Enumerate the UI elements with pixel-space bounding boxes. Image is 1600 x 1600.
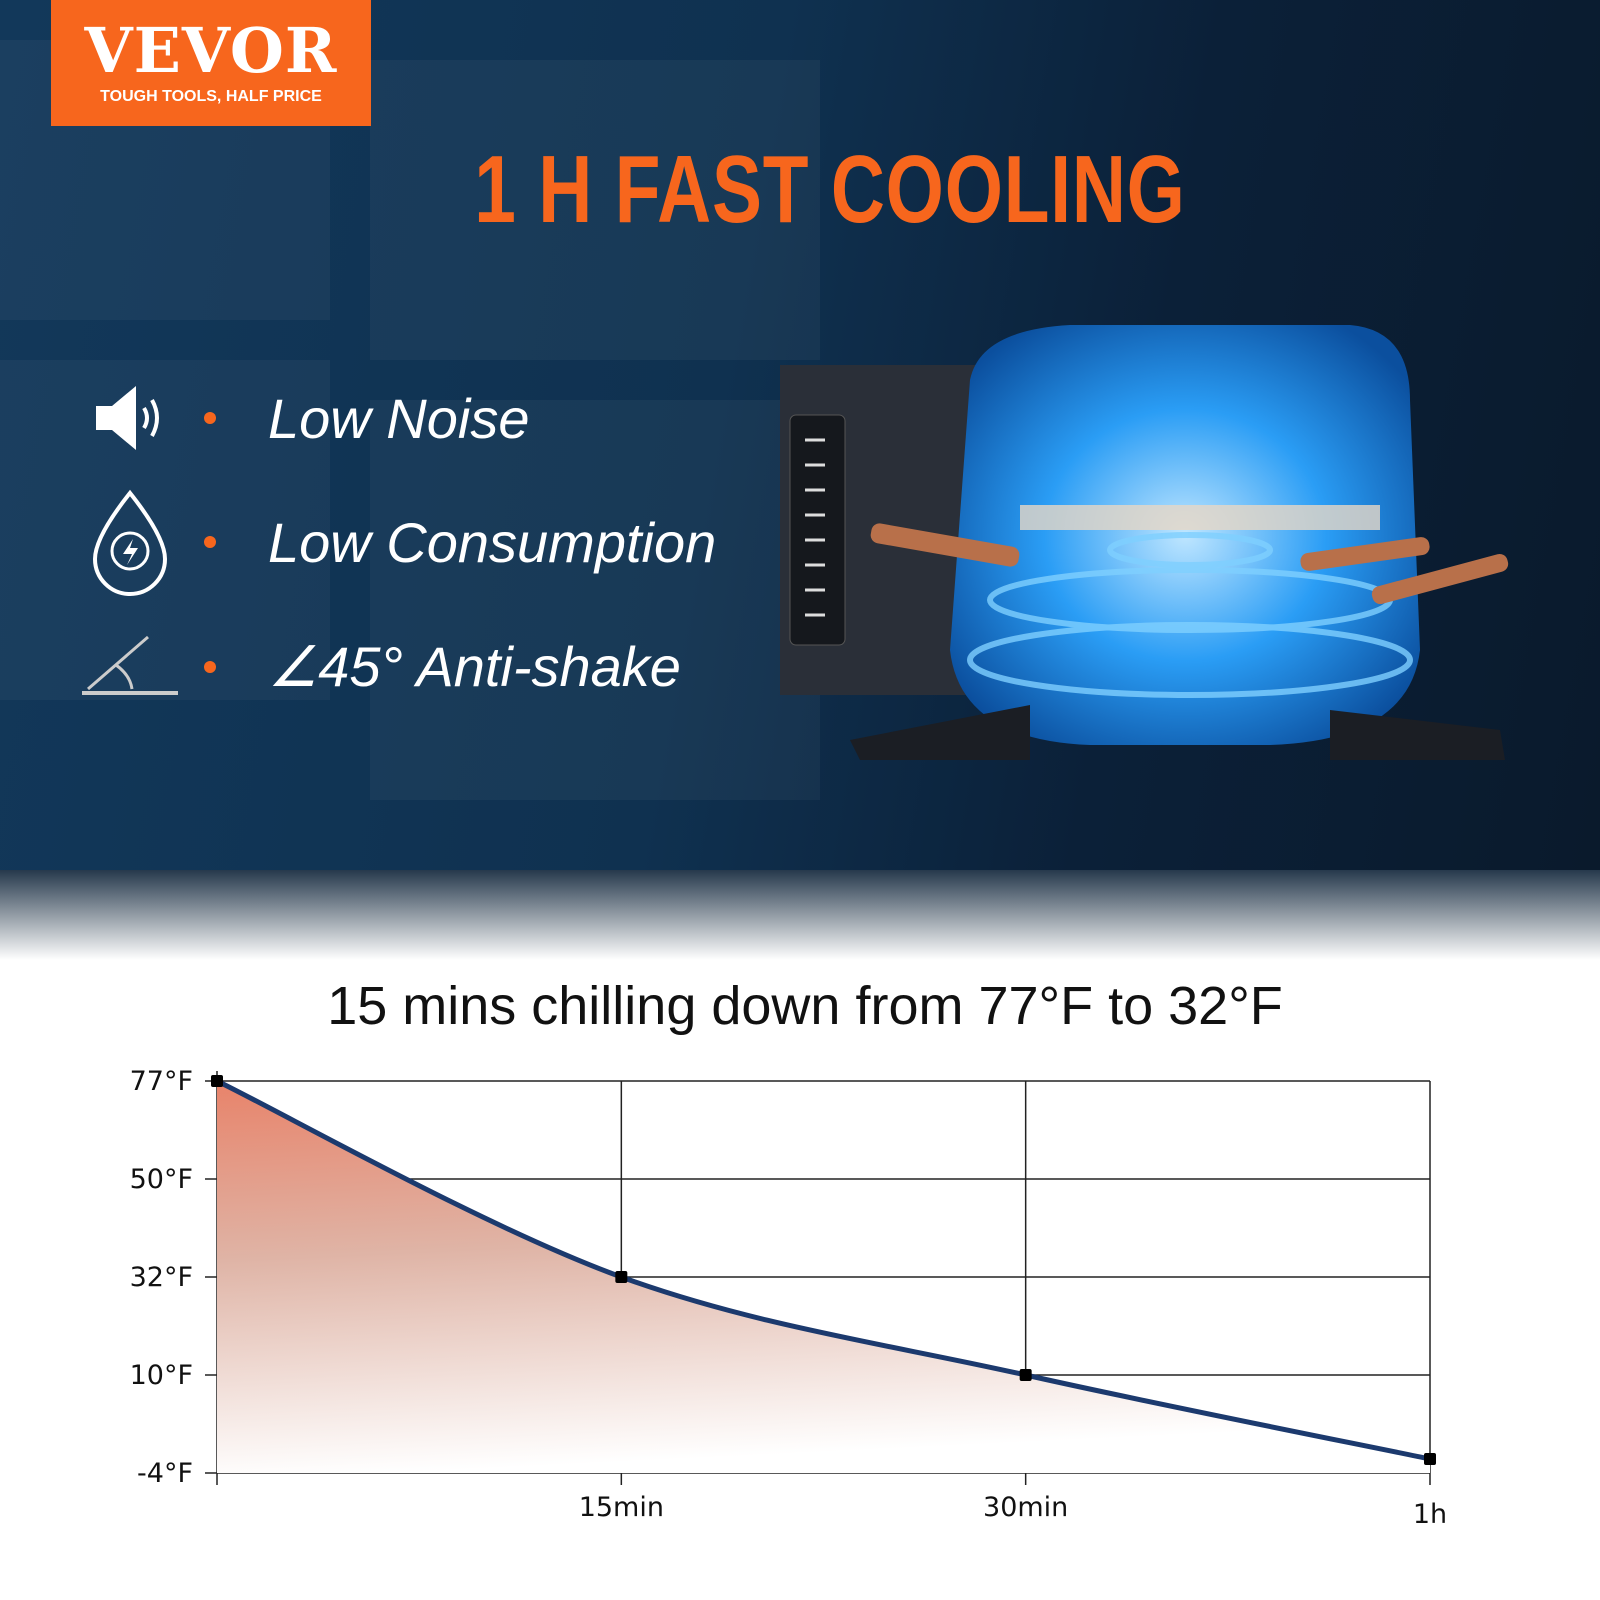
chart-title: 15 mins chilling down from 77°F to 32°F (327, 976, 1283, 1036)
speaker-icon (80, 368, 180, 468)
x-tick-label: 30min (983, 1492, 1068, 1523)
feature-low-consumption: Low Consumption (80, 489, 717, 596)
drop-lightning-icon (80, 489, 180, 596)
feature-label: Low Noise (268, 386, 530, 450)
y-tick-label: 77°F (130, 1066, 193, 1097)
feature-label: ∠45° Anti-shake (268, 635, 681, 698)
data-point (211, 1075, 223, 1087)
bullet (204, 661, 216, 673)
y-tick-label: -4°F (137, 1458, 193, 1489)
x-tick-label: 1h (1413, 1499, 1447, 1530)
feature-anti-shake: ∠45° Anti-shake (80, 617, 681, 717)
angle-icon (80, 617, 180, 717)
logo-tagline: TOUGH TOOLS, HALF PRICE (100, 88, 322, 105)
data-point (1424, 1453, 1436, 1465)
y-tick-label: 32°F (130, 1262, 193, 1293)
vevor-logo: VEVOR TOUGH TOOLS, HALF PRICE (51, 0, 371, 126)
headline: 1 H FAST COOLING (474, 136, 1186, 243)
y-tick-label: 10°F (130, 1360, 193, 1391)
bullet (204, 536, 216, 548)
series-line (215, 1078, 1431, 1462)
section-divider (0, 870, 1600, 960)
bullet (204, 412, 216, 424)
feature-label: Low Consumption (268, 510, 717, 574)
y-tick-label: 50°F (130, 1164, 193, 1195)
logo-text: VEVOR (84, 14, 338, 87)
area-fill (217, 1081, 1430, 1473)
data-point (1019, 1369, 1032, 1381)
x-tick-label: 15min (579, 1492, 664, 1523)
feature-low-noise: Low Noise (80, 368, 529, 468)
cooling-chart: 77°F 50°F 32°F 10°F -4°F 15min 30min 1h (130, 1066, 1448, 1530)
compressor-image (780, 325, 1509, 760)
data-point (615, 1271, 628, 1283)
